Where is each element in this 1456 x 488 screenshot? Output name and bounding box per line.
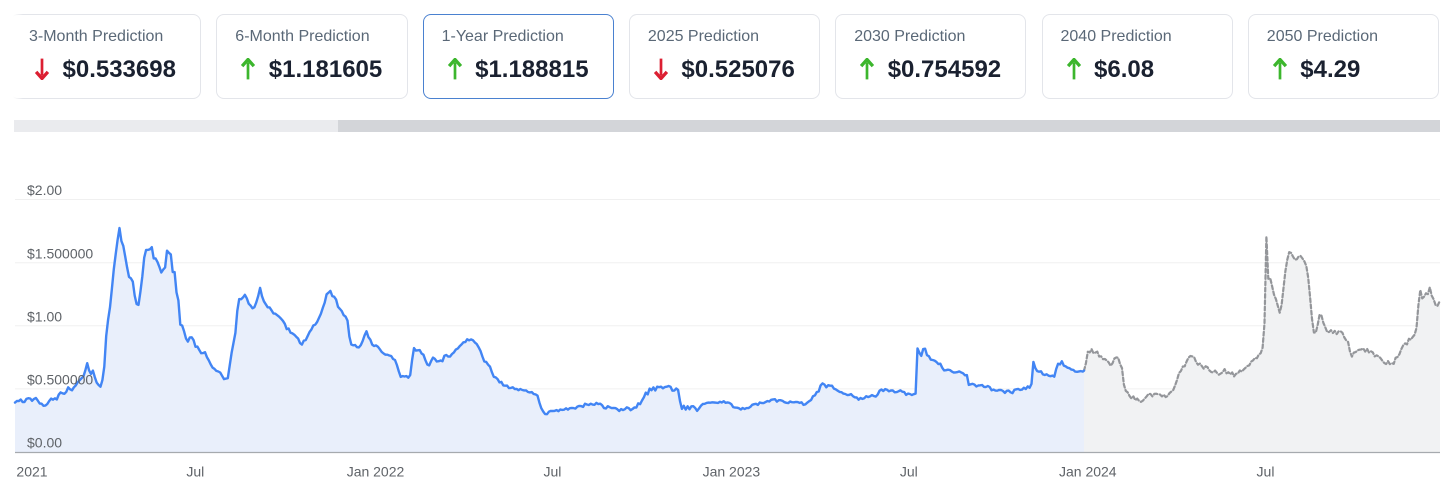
svg-text:Jan 2022: Jan 2022 bbox=[347, 464, 405, 480]
svg-text:Jul: Jul bbox=[900, 464, 918, 480]
svg-text:Jan 2024: Jan 2024 bbox=[1059, 464, 1117, 480]
svg-text:Jul: Jul bbox=[186, 464, 204, 480]
svg-text:Jul: Jul bbox=[1257, 464, 1275, 480]
svg-text:$1.500000: $1.500000 bbox=[27, 245, 93, 261]
svg-text:$2.00: $2.00 bbox=[27, 182, 62, 198]
svg-text:$0.500000: $0.500000 bbox=[27, 372, 93, 388]
svg-text:Jan 2023: Jan 2023 bbox=[703, 464, 761, 480]
svg-text:$1.00: $1.00 bbox=[27, 308, 62, 324]
svg-text:Jul: Jul bbox=[543, 464, 561, 480]
svg-text:2021: 2021 bbox=[16, 464, 47, 480]
svg-text:$0.00: $0.00 bbox=[27, 435, 62, 451]
